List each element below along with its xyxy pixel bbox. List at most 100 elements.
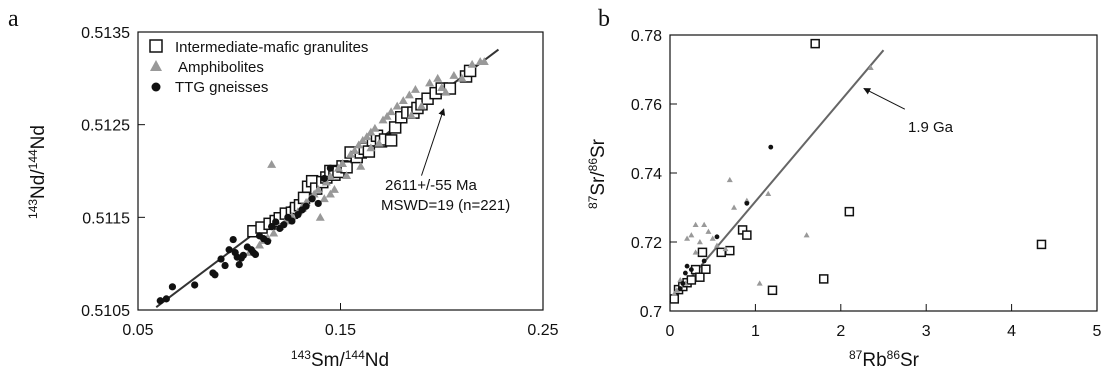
panel-a-x-axis-label: 143Sm/144Nd [291, 348, 389, 371]
point-amphibolites [354, 140, 364, 149]
point-amphibolites [726, 176, 733, 183]
point-amphibolites [269, 228, 279, 237]
panel-b-x-tick-label: 0 [666, 323, 675, 340]
point-amphibolites [677, 276, 684, 283]
legend-amphibolites-label: Amphibolites [178, 59, 264, 76]
panel-a-annotation-arrow [421, 108, 446, 176]
panel-a-x-tick-label: 0.15 [325, 322, 356, 339]
panel-b-chart: b 0 1 2 3 4 5 0.7 0.72 0.74 0.76 0.78 1.9 Ga 87Rb8… [586, 6, 1102, 371]
point-ttg-gneisses [268, 223, 276, 231]
panel-b-label: b [598, 6, 610, 32]
point-amphibolites [756, 280, 763, 286]
point-amphibolites [417, 101, 426, 110]
point-intermediate-mafic-granulites [388, 121, 402, 134]
point-intermediate-mafic-granulites [767, 285, 778, 296]
point-amphibolites [479, 57, 489, 66]
point-ttg-gneisses [168, 283, 177, 291]
point-amphibolites [688, 232, 695, 238]
point-amphibolites [803, 232, 810, 238]
point-amphibolites [338, 159, 348, 167]
point-intermediate-mafic-granulites [701, 264, 711, 275]
point-intermediate-mafic-granulites [844, 206, 855, 217]
point-amphibolites [374, 138, 384, 147]
panel-a-legend: Intermediate-mafic granulites Amphibolit… [149, 39, 368, 96]
point-intermediate-mafic-granulites [697, 247, 708, 258]
panel-b-y-tick-label: 0.7 [640, 304, 662, 321]
panel-b-frame [669, 34, 1098, 312]
point-amphibolites [449, 71, 459, 79]
point-amphibolites [673, 287, 680, 293]
point-ttg-gneisses [714, 234, 720, 240]
panel-a-x-tick-label: 0.05 [122, 322, 153, 339]
point-ttg-gneisses [221, 261, 229, 270]
point-ttg-gneisses [191, 281, 199, 289]
panel-b-x-tick-label: 3 [922, 323, 931, 340]
point-ttg-gneisses [677, 286, 683, 291]
point-amphibolites [731, 204, 738, 210]
point-amphibolites [701, 221, 708, 227]
panel-a-y-tick-label: 0.5105 [81, 303, 130, 320]
point-intermediate-mafic-granulites [810, 38, 820, 49]
point-amphibolites [362, 132, 372, 141]
point-amphibolites [356, 161, 366, 170]
point-amphibolites [342, 171, 352, 180]
point-amphibolites [406, 110, 416, 119]
point-amphibolites [441, 87, 451, 96]
point-amphibolites [255, 240, 264, 249]
point-amphibolites [325, 172, 335, 180]
point-amphibolites [350, 146, 360, 154]
point-ttg-gneisses [211, 271, 219, 279]
point-ttg-gneisses [682, 270, 688, 276]
point-ttg-gneisses [156, 297, 164, 305]
panel-b-ticks: 0 1 2 3 4 5 0.7 0.72 0.74 0.76 0.78 [631, 28, 1102, 340]
legend-granulites-label: Intermediate-mafic granulites [175, 39, 368, 56]
point-amphibolites [467, 59, 477, 68]
point-ttg-gneisses [288, 217, 296, 225]
point-amphibolites [867, 64, 874, 71]
point-ttg-gneisses [326, 164, 334, 172]
panel-b-x-tick-label: 4 [1007, 323, 1016, 340]
panel-a-annotation-age: 2611+/-55 Ma [385, 177, 478, 194]
point-amphibolites [325, 189, 335, 198]
point-ttg-gneisses [314, 199, 322, 208]
panel-b-y-axis-label: 87Sr/86Sr [586, 138, 609, 209]
point-amphibolites [333, 163, 343, 172]
point-ttg-gneisses [688, 267, 694, 272]
point-amphibolites [386, 107, 396, 116]
point-amphibolites [457, 73, 467, 82]
point-amphibolites [370, 123, 380, 132]
point-ttg-gneisses [701, 258, 707, 264]
panel-b-x-tick-label: 1 [751, 323, 760, 340]
panel-b-x-tick-label: 5 [1093, 323, 1102, 340]
panel-a-y-tick-label: 0.5125 [81, 118, 130, 135]
panel-a-x-tick-label: 0.25 [527, 322, 558, 339]
panel-a-points [156, 57, 489, 305]
point-ttg-gneisses [680, 281, 686, 286]
point-amphibolites [425, 78, 435, 87]
point-intermediate-mafic-granulites [686, 275, 697, 285]
point-amphibolites [404, 90, 414, 99]
panel-a-ticks: 0.05 0.15 0.25 0.5105 0.5115 0.5125 0.5135 [81, 25, 559, 339]
point-ttg-gneisses [162, 295, 170, 303]
panel-a-y-tick-label: 0.5135 [81, 25, 130, 42]
legend-amphibolites-marker [150, 60, 162, 71]
point-intermediate-mafic-granulites [1036, 239, 1047, 250]
legend-ttg-label: TTG gneisses [175, 79, 268, 96]
point-ttg-gneisses [264, 237, 272, 246]
point-amphibolites [313, 185, 323, 193]
panel-a-y-axis-label: 143Nd/144Nd [26, 125, 49, 219]
panel-b-annotation-arrow [863, 88, 906, 110]
point-amphibolites [437, 83, 447, 91]
panel-b-y-tick-label: 0.74 [631, 166, 662, 183]
point-intermediate-mafic-granulites [742, 230, 752, 240]
point-ttg-gneisses [251, 250, 260, 258]
point-amphibolites [382, 111, 392, 120]
point-ttg-gneisses [744, 200, 750, 206]
point-intermediate-mafic-granulites [384, 134, 398, 147]
point-ttg-gneisses [235, 260, 243, 269]
point-amphibolites [410, 84, 420, 93]
point-amphibolites [671, 290, 678, 296]
panel-a-annotation-mswd: MSWD=19 (n=221) [381, 197, 510, 214]
point-ttg-gneisses [217, 255, 225, 263]
panel-b-points [669, 38, 1047, 304]
